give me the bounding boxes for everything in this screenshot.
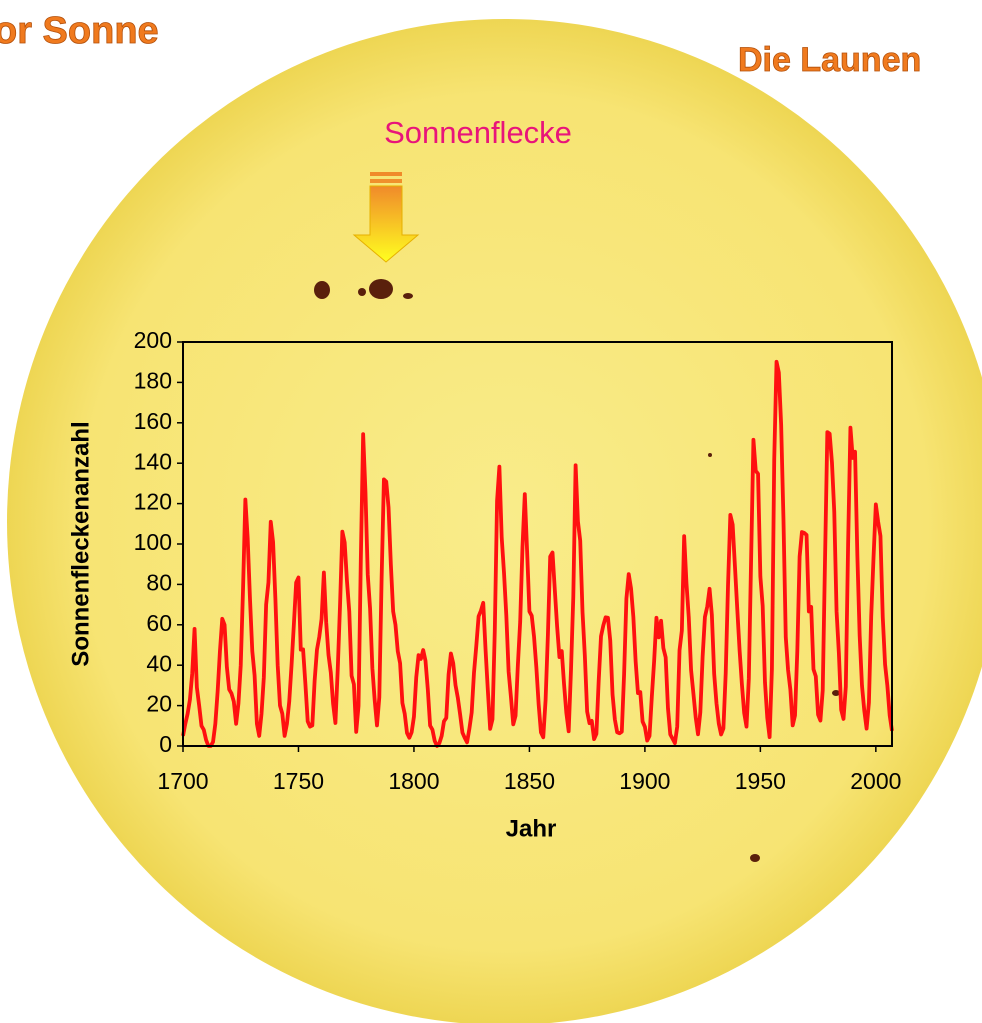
y-tick-label: 180 bbox=[134, 367, 172, 393]
header-left: or Sonne bbox=[0, 10, 159, 52]
x-tick-label: 1800 bbox=[388, 768, 439, 794]
sunspots bbox=[314, 279, 840, 862]
plot-frame bbox=[182, 341, 893, 747]
y-tick-label: 200 bbox=[134, 327, 172, 353]
y-tick-label: 20 bbox=[146, 691, 172, 717]
header-right: Die Launen bbox=[738, 41, 921, 79]
sun-disc bbox=[7, 19, 982, 1023]
arrow bbox=[352, 172, 420, 263]
y-tick-label: 160 bbox=[134, 408, 172, 434]
annotation: Sonnenflecke bbox=[384, 115, 572, 150]
y-axis-label: Sonnenfleckenanzahl bbox=[67, 421, 94, 666]
x-tick-label: 1900 bbox=[619, 768, 670, 794]
y-tick-label: 100 bbox=[134, 529, 172, 555]
y-tick-label: 40 bbox=[146, 650, 172, 676]
x-tick-label: 2000 bbox=[850, 768, 901, 794]
x-tick-label: 1750 bbox=[273, 768, 324, 794]
y-tick-label: 120 bbox=[134, 489, 172, 515]
y-tick-label: 140 bbox=[134, 448, 172, 474]
x-tick-label: 1950 bbox=[735, 768, 786, 794]
x-axis-label: Jahr bbox=[506, 815, 557, 842]
x-tick-label: 1850 bbox=[504, 768, 555, 794]
data-line bbox=[181, 359, 894, 748]
y-tick-label: 0 bbox=[159, 731, 172, 757]
y-tick-label: 80 bbox=[146, 569, 172, 595]
x-tick-label: 1700 bbox=[157, 768, 208, 794]
y-tick-label: 60 bbox=[146, 610, 172, 636]
